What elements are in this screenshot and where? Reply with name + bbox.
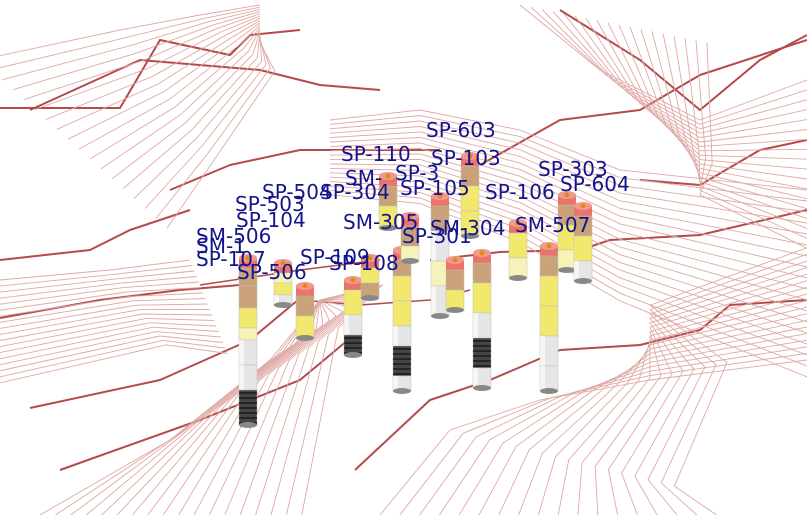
label-sm[interactable]: SM-	[345, 166, 383, 190]
label-sp-304[interactable]: SP-304	[320, 180, 390, 204]
borehole-sp-303[interactable]	[539, 242, 559, 394]
label-sp-107[interactable]: SP-107	[196, 247, 266, 271]
borehole-columns	[238, 152, 593, 428]
borehole-sp-104[interactable]	[343, 276, 363, 358]
label-sp-3[interactable]: SP-3	[395, 161, 440, 185]
label-sp-110[interactable]: SP-110	[341, 142, 411, 166]
label-sm-304[interactable]: SM-304	[430, 216, 506, 240]
label-sp-506[interactable]: SP-506	[237, 260, 307, 284]
borehole-sm-506[interactable]	[273, 259, 293, 308]
borehole-sp-106[interactable]	[472, 249, 492, 391]
label-sp-105[interactable]: SP-105	[400, 176, 470, 200]
borehole-sp-108[interactable]	[360, 254, 380, 301]
label-sp-104[interactable]: SP-104	[236, 208, 306, 232]
borehole-sp-110[interactable]	[378, 172, 398, 231]
label-sm-305[interactable]: SM-305	[343, 210, 419, 234]
label-sp-108[interactable]: SP-108	[329, 251, 399, 275]
label-sp-303[interactable]: SP-303	[538, 157, 608, 181]
label-sp-504[interactable]: SP-504	[262, 180, 332, 204]
borehole-sm-304[interactable]	[508, 219, 528, 281]
label-sp-603[interactable]: SP-603	[426, 118, 496, 142]
borehole-sm-305[interactable]	[430, 192, 450, 319]
borehole-sp-603[interactable]	[460, 152, 480, 239]
label-sp-301[interactable]: SP-301	[402, 224, 472, 248]
borehole-sp-604[interactable]	[573, 202, 593, 284]
borehole-sm-507[interactable]	[557, 191, 577, 273]
label-sm-1[interactable]: SM-1	[196, 234, 246, 258]
label-sp-604[interactable]: SP-604	[560, 172, 630, 196]
label-sp-503[interactable]: SP-503	[235, 192, 305, 216]
label-sm-507[interactable]: SM-507	[515, 213, 591, 237]
borehole-sp-105[interactable]	[400, 212, 420, 264]
borehole-sp-109[interactable]	[445, 256, 465, 313]
label-sp-106[interactable]: SP-106	[485, 180, 555, 204]
label-sm-506[interactable]: SM-506	[196, 224, 272, 248]
label-sp-103[interactable]: SP-103	[431, 146, 501, 170]
borehole-sp-506[interactable]	[295, 282, 315, 341]
borehole-sp-10x[interactable]	[238, 254, 258, 428]
label-sp-109[interactable]: SP-109	[300, 245, 370, 269]
